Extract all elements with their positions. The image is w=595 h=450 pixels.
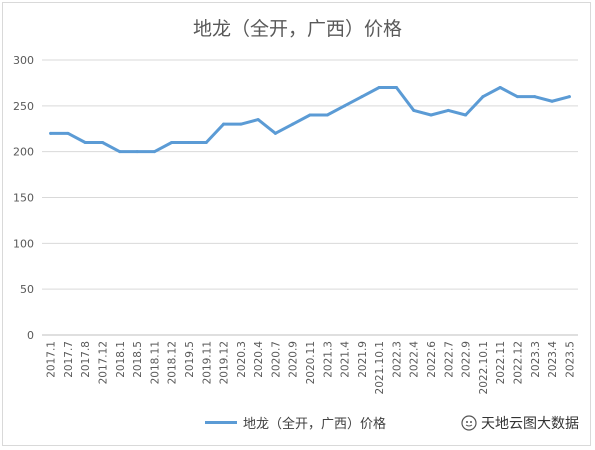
x-tick-label: 2018.1 bbox=[115, 341, 127, 378]
x-tick-label: 2017.1 bbox=[46, 341, 58, 378]
x-tick-label: 2020.11 bbox=[305, 341, 317, 384]
wechat-icon bbox=[461, 415, 477, 431]
series-layer bbox=[49, 86, 571, 154]
x-tick-label: 2022.3 bbox=[391, 341, 403, 378]
data-point bbox=[325, 113, 329, 117]
data-point bbox=[135, 150, 139, 154]
x-tick-label: 2023.3 bbox=[530, 341, 542, 378]
x-tick-label: 2021.9 bbox=[357, 341, 369, 378]
x-tick-label: 2020.9 bbox=[288, 341, 300, 378]
x-tick-label: 2022.6 bbox=[426, 341, 438, 378]
data-point bbox=[118, 150, 122, 154]
x-tick-label: 2021.3 bbox=[322, 341, 334, 378]
y-tick-label: 50 bbox=[20, 283, 34, 296]
x-tick-label: 2023.4 bbox=[547, 341, 559, 378]
x-tick-label: 2023.5 bbox=[564, 341, 576, 378]
x-axis-ticks: 2017.1 2017.7 2017.8 2017.12 2018.1 2018.5 201… bbox=[46, 341, 577, 395]
data-point bbox=[498, 86, 502, 89]
legend-swatch bbox=[205, 421, 237, 424]
data-point bbox=[83, 141, 87, 144]
legend-label: 地龙（全开，广西）价格 bbox=[243, 417, 387, 432]
data-point bbox=[481, 95, 485, 99]
legend: 地龙（全开，广西）价格 bbox=[205, 413, 386, 432]
x-tick-label: 2020.3 bbox=[236, 341, 248, 378]
data-point bbox=[256, 118, 260, 122]
x-tick-label: 2018.5 bbox=[132, 341, 144, 378]
x-tick-label: 2021.10.1 bbox=[374, 341, 386, 394]
chart-title: 地龙（全开，广西）价格 bbox=[192, 18, 402, 40]
data-point bbox=[170, 141, 174, 144]
watermark-text: 天地云图大数据 bbox=[481, 416, 579, 432]
x-tick-label: 2020.4 bbox=[253, 341, 265, 378]
x-tick-label: 2017.12 bbox=[98, 341, 110, 384]
y-tick-label: 250 bbox=[13, 100, 34, 113]
chart-frame bbox=[2, 2, 591, 446]
x-tick-label: 2019.12 bbox=[219, 341, 231, 384]
data-point bbox=[222, 122, 226, 126]
y-tick-label: 300 bbox=[13, 54, 34, 67]
data-point bbox=[49, 131, 53, 135]
y-tick-label: 150 bbox=[13, 192, 34, 205]
data-point bbox=[360, 95, 364, 99]
data-point bbox=[550, 99, 554, 103]
watermark: 天地云图大数据 bbox=[461, 413, 579, 433]
data-point bbox=[273, 131, 277, 135]
x-tick-label: 2022.11 bbox=[495, 341, 507, 384]
data-point bbox=[429, 113, 433, 117]
x-tick-label: 2018.11 bbox=[149, 341, 161, 384]
x-tick-label: 2018.12 bbox=[167, 341, 179, 384]
y-tick-label: 0 bbox=[27, 329, 34, 342]
data-point bbox=[533, 95, 537, 99]
data-point bbox=[101, 141, 105, 144]
x-tick-label: 2021.4 bbox=[340, 341, 352, 378]
x-tick-label: 2017.8 bbox=[80, 341, 92, 378]
series-line bbox=[49, 86, 571, 154]
x-tick-label: 2019.5 bbox=[184, 341, 196, 378]
data-point bbox=[515, 95, 519, 99]
gridlines bbox=[42, 59, 578, 336]
data-point bbox=[66, 131, 70, 135]
x-tick-label: 2022.4 bbox=[409, 341, 421, 378]
data-point bbox=[187, 141, 191, 144]
y-axis-ticks: 0 50 100 150 200 250 300 bbox=[13, 54, 34, 342]
data-point bbox=[412, 108, 416, 112]
x-tick-label: 2020.7 bbox=[270, 341, 282, 378]
x-tick-label: 2022.12 bbox=[512, 341, 524, 384]
data-point bbox=[308, 113, 312, 117]
data-point bbox=[291, 122, 295, 126]
data-point bbox=[394, 86, 398, 89]
data-point bbox=[239, 122, 243, 126]
x-tick-label: 2022.10.1 bbox=[478, 341, 490, 394]
x-tick-label: 2019.11 bbox=[201, 341, 213, 384]
data-point bbox=[464, 113, 468, 117]
data-point bbox=[204, 141, 208, 144]
data-point bbox=[377, 86, 381, 89]
data-point bbox=[152, 150, 156, 154]
data-point bbox=[343, 104, 347, 108]
data-point bbox=[446, 108, 450, 112]
x-tick-label: 2022.7 bbox=[443, 341, 455, 378]
x-tick-label: 2022.9 bbox=[461, 341, 473, 378]
y-tick-label: 200 bbox=[13, 146, 34, 159]
data-point bbox=[567, 95, 571, 99]
y-tick-label: 100 bbox=[13, 237, 34, 250]
x-tick-label: 2017.7 bbox=[63, 341, 75, 378]
